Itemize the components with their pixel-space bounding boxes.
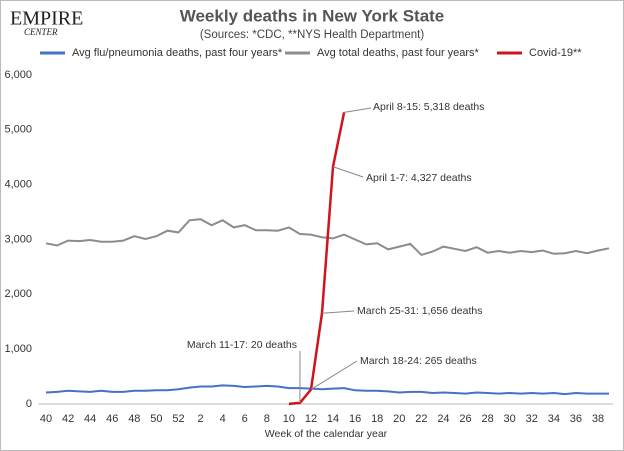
annotation: March 11-17: 20 deaths [187, 339, 297, 351]
x-tick-label: 20 [393, 413, 405, 425]
x-tick-label: 50 [150, 413, 162, 425]
chart-title: Weekly deaths in New York State [180, 6, 445, 25]
annotation: March 18-24: 265 deaths [360, 355, 477, 367]
y-tick-label: 5,000 [4, 124, 32, 136]
x-tick-label: 28 [481, 413, 493, 425]
x-tick-label: 12 [305, 413, 317, 425]
x-tick-label: 10 [283, 413, 295, 425]
x-tick-label: 8 [264, 413, 270, 425]
annotation: March 25-31: 1,656 deaths [357, 305, 483, 317]
x-tick-label: 40 [40, 413, 52, 425]
x-tick-label: 22 [415, 413, 427, 425]
annotation-leader [310, 360, 358, 390]
legend-label: Covid-19** [529, 47, 582, 59]
x-tick-label: 36 [570, 413, 582, 425]
y-tick-label: 6,000 [4, 69, 32, 81]
chart-subtitle: (Sources: *CDC, **NYS Health Department) [200, 29, 424, 41]
legend-label: Avg flu/pneumonia deaths, past four year… [72, 47, 283, 59]
x-tick-label: 6 [242, 413, 248, 425]
x-tick-label: 48 [128, 413, 140, 425]
annotation-leader [332, 166, 364, 178]
x-tick-label: 42 [62, 413, 74, 425]
logo-bottom: CENTER [24, 27, 58, 37]
x-tick-label: 44 [84, 413, 96, 425]
annotation-leader [321, 310, 355, 314]
annotation-leader [343, 107, 372, 113]
x-tick-label: 4 [220, 413, 226, 425]
series-line [45, 384, 609, 396]
annotation: April 8-15: 5,318 deaths [373, 101, 485, 113]
x-tick-label: 46 [106, 413, 118, 425]
x-tick-label: 32 [526, 413, 538, 425]
y-tick-label: 3,000 [4, 233, 32, 245]
x-tick-label: 52 [172, 413, 184, 425]
x-tick-label: 14 [327, 413, 339, 425]
x-tick-label: 34 [548, 413, 560, 425]
x-tick-label: 38 [592, 413, 604, 425]
x-tick-label: 18 [371, 413, 383, 425]
legend-label: Avg total deaths, past four years* [317, 47, 480, 59]
x-tick-label: 16 [349, 413, 361, 425]
x-tick-label: 30 [504, 413, 516, 425]
annotation: April 1-7: 4,327 deaths [366, 172, 472, 184]
logo-top: EMPIRE [10, 8, 83, 30]
x-tick-label: 2 [197, 413, 203, 425]
y-tick-label: 4,000 [4, 179, 32, 191]
x-tick-label: 24 [437, 413, 449, 425]
y-tick-label: 2,000 [4, 288, 32, 300]
series-line [288, 112, 346, 406]
x-axis-label: Week of the calendar year [265, 428, 388, 440]
y-tick-label: 1,000 [4, 343, 32, 355]
x-tick-label: 26 [459, 413, 471, 425]
y-tick-label: 0 [26, 398, 32, 410]
